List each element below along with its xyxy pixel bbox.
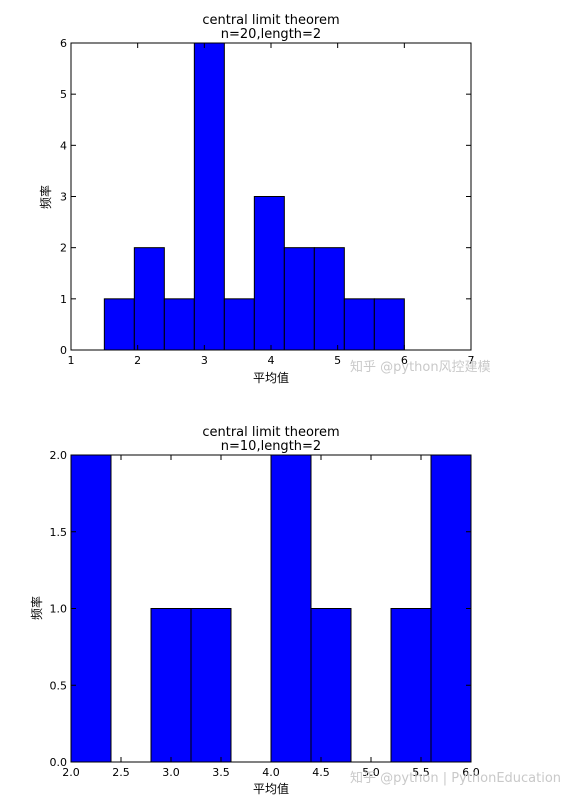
y-tick-label: 1 (60, 293, 67, 306)
histogram-bar (283, 247, 315, 351)
y-tick-label: 3 (60, 191, 67, 204)
chart-1-bars (103, 42, 405, 351)
chart-1-watermark: 知乎 @python风控建模 (350, 359, 491, 375)
y-tick-label: 0 (60, 344, 67, 357)
x-tick-label: 3.5 (212, 766, 230, 779)
chart-1-subtitle: n=20,length=2 (221, 27, 321, 42)
histogram-bar (190, 608, 232, 763)
y-tick-label: 6 (60, 37, 67, 50)
y-tick-label: 4 (60, 139, 67, 152)
x-tick-label: 5.5 (412, 766, 430, 779)
y-tick-label: 5 (60, 88, 67, 101)
x-tick-label: 6 (401, 354, 408, 367)
x-tick-label: 5 (334, 354, 341, 367)
y-tick-label: 2.0 (50, 449, 68, 462)
histogram-bar (373, 298, 405, 351)
chart-2-bars (70, 454, 472, 763)
chart-2-title: central limit theorem (202, 425, 339, 440)
histogram-bar (390, 608, 432, 763)
y-tick-label: 0.0 (50, 756, 68, 769)
chart-2-watermark: 知乎 @python | PythonEducation (350, 770, 561, 786)
histogram-chart-1: central limit theorem n=20,length=2 1 2 3 4… (38, 13, 491, 385)
chart-2-subtitle: n=10,length=2 (221, 439, 321, 454)
x-tick-label: 3 (201, 354, 208, 367)
y-tick-label: 1.0 (50, 603, 68, 616)
histogram-bar (253, 196, 285, 351)
histogram-bar (343, 298, 375, 351)
x-tick-label: 1 (68, 354, 75, 367)
x-tick-label: 4 (268, 354, 275, 367)
x-tick-label: 2.0 (62, 766, 80, 779)
x-tick-label: 2 (134, 354, 141, 367)
histogram-bar (70, 454, 112, 763)
chart-2-y-axis: 0.0 0.5 1.0 1.5 2.0 (50, 449, 471, 769)
chart-2-x-axis-label: 平均值 (253, 781, 289, 796)
histogram-bar (430, 454, 472, 763)
histogram-bar (223, 298, 255, 351)
histogram-bar (270, 454, 312, 763)
y-tick-label: 0.5 (50, 679, 68, 692)
histogram-bar (313, 247, 345, 351)
x-tick-label: 7 (468, 354, 475, 367)
histogram-chart-2: central limit theorem n=10,length=2 2.0 2… (29, 425, 561, 796)
x-tick-label: 5.0 (362, 766, 380, 779)
chart-1-x-axis: 1 2 3 4 5 6 7 (68, 43, 475, 367)
chart-2-x-axis: 2.0 2.5 3.0 3.5 4.0 4.5 5.0 5.5 6.0 (62, 455, 480, 779)
chart-1-y-axis-label: 频率 (38, 185, 53, 209)
chart-1-title: central limit theorem (202, 13, 339, 28)
histogram-bar (103, 298, 135, 351)
x-tick-label: 4.0 (262, 766, 280, 779)
chart-2-y-axis-label: 频率 (29, 596, 44, 620)
x-tick-label: 2.5 (112, 766, 130, 779)
x-tick-label: 6.0 (462, 766, 480, 779)
histogram-bar (310, 608, 352, 763)
chart-1-x-axis-label: 平均值 (253, 370, 289, 385)
histogram-bar (193, 42, 225, 351)
y-tick-label: 2 (60, 242, 67, 255)
y-tick-label: 1.5 (50, 526, 68, 539)
histogram-bar (150, 608, 192, 763)
histogram-bar (163, 298, 195, 351)
chart-1-y-axis: 0 1 2 3 4 5 6 (60, 37, 471, 357)
x-tick-label: 4.5 (312, 766, 330, 779)
histogram-bar (133, 247, 165, 351)
x-tick-label: 3.0 (162, 766, 180, 779)
